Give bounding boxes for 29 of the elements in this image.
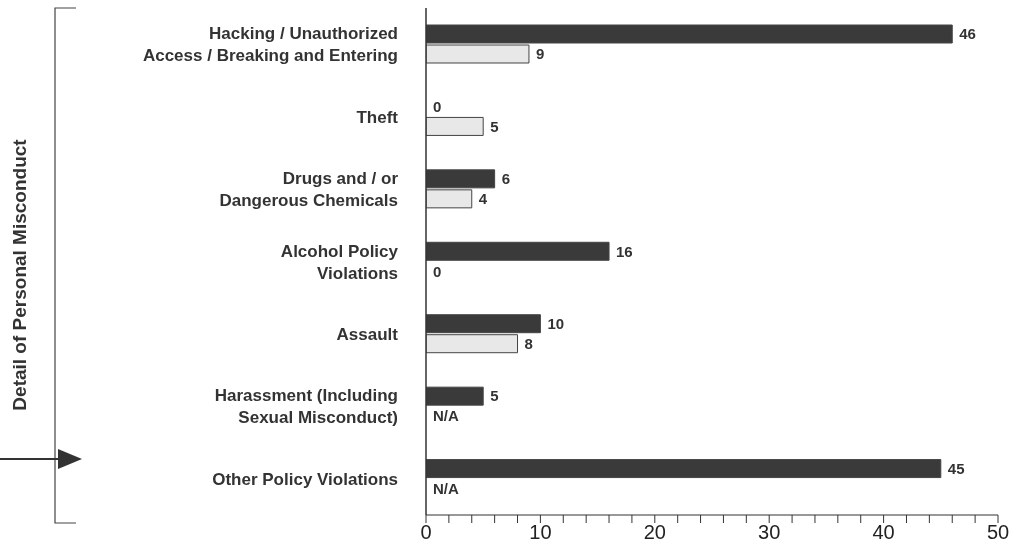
data-label: 0 xyxy=(433,97,442,115)
data-label: 8 xyxy=(524,334,533,352)
x-tick-label: 40 xyxy=(872,521,895,544)
data-label: 6 xyxy=(501,170,510,188)
x-tick-label: 10 xyxy=(529,521,552,544)
bar xyxy=(426,116,484,136)
data-label: 5 xyxy=(490,117,499,135)
text: N/A xyxy=(433,479,459,497)
y-tick-label: Alcohol Policy Violations xyxy=(280,241,399,283)
data-label: 16 xyxy=(616,242,633,260)
x-tick-label: 30 xyxy=(758,521,781,544)
y-tick-label: Hacking / Unauthorized Access / Breaking and Entering xyxy=(142,24,398,66)
text: Detail of Personal Misconduct xyxy=(9,138,30,411)
y-tick-label: Drugs and / or Dangerous Chemicals xyxy=(219,169,399,211)
x-tick-label: 50 xyxy=(986,521,1010,544)
data-label: 4 xyxy=(478,190,488,208)
text: N/A xyxy=(433,407,459,425)
y-tick-label: Theft xyxy=(356,107,399,127)
x-tick-label: 20 xyxy=(643,521,666,544)
data-label: 10 xyxy=(547,314,565,332)
x-tick-label: 0 xyxy=(420,521,432,544)
data-label: 45 xyxy=(947,459,965,477)
data-label: 46 xyxy=(959,25,976,43)
data-label: 5 xyxy=(490,387,499,405)
y-tick-label: Harassment (Including Sexual Misconduct) xyxy=(214,386,398,428)
data-label: 0 xyxy=(433,262,442,280)
data-label: 9 xyxy=(535,45,545,63)
y-tick-label: Assault xyxy=(336,324,399,344)
y-tick-label: Other Policy Violations xyxy=(212,469,398,489)
